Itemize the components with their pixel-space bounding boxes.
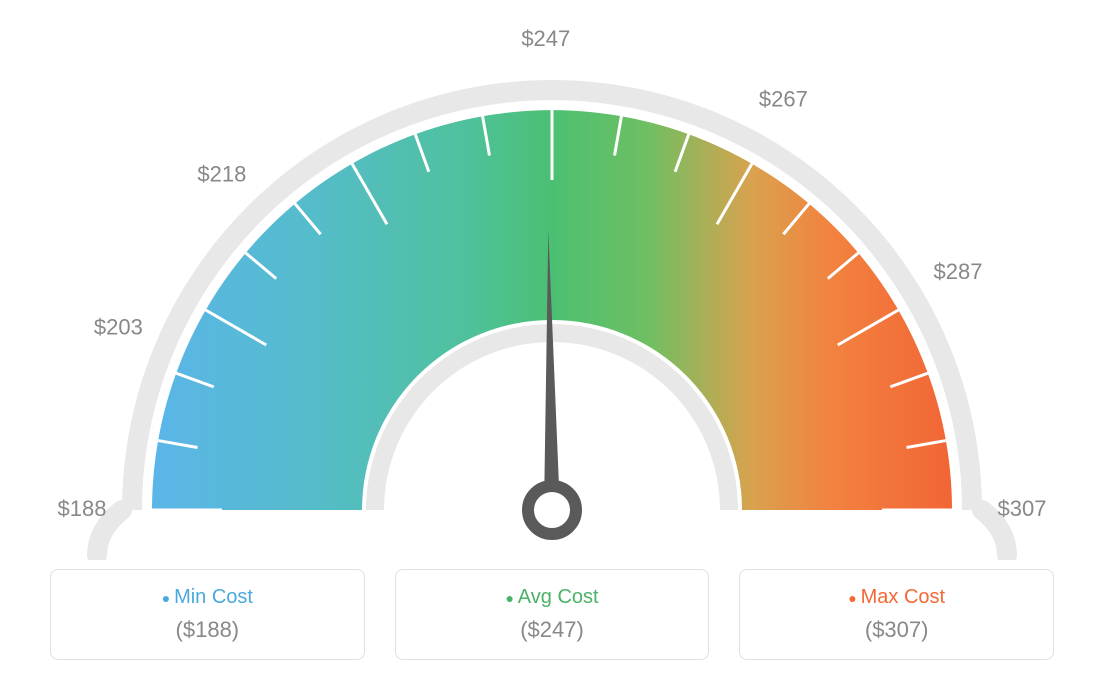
gauge-chart: $188 $203 $218 $247 $267 $287 $307 <box>0 0 1104 560</box>
summary-cards: Min Cost ($188) Avg Cost ($247) Max Cost… <box>50 569 1054 660</box>
avg-cost-card: Avg Cost ($247) <box>395 569 710 660</box>
min-cost-label: Min Cost <box>71 586 344 609</box>
gauge-tick-label: $218 <box>197 161 246 186</box>
avg-cost-value: ($247) <box>416 617 689 643</box>
gauge-tick-label: $307 <box>998 496 1047 521</box>
gauge-tick-label: $188 <box>58 496 107 521</box>
avg-cost-label: Avg Cost <box>416 586 689 609</box>
max-cost-value: ($307) <box>760 617 1033 643</box>
max-cost-label: Max Cost <box>760 586 1033 609</box>
max-cost-card: Max Cost ($307) <box>739 569 1054 660</box>
gauge-tick-label: $247 <box>521 26 570 51</box>
gauge-svg: $188 $203 $218 $247 $267 $287 $307 <box>0 0 1104 560</box>
gauge-needle-hub <box>528 486 576 534</box>
gauge-tick-label: $287 <box>934 259 983 284</box>
cost-gauge-container: $188 $203 $218 $247 $267 $287 $307 Min Cost ($… <box>0 0 1104 690</box>
min-cost-value: ($188) <box>71 617 344 643</box>
gauge-tick-label: $267 <box>759 87 808 112</box>
min-cost-card: Min Cost ($188) <box>50 569 365 660</box>
gauge-tick-label: $203 <box>94 315 143 340</box>
